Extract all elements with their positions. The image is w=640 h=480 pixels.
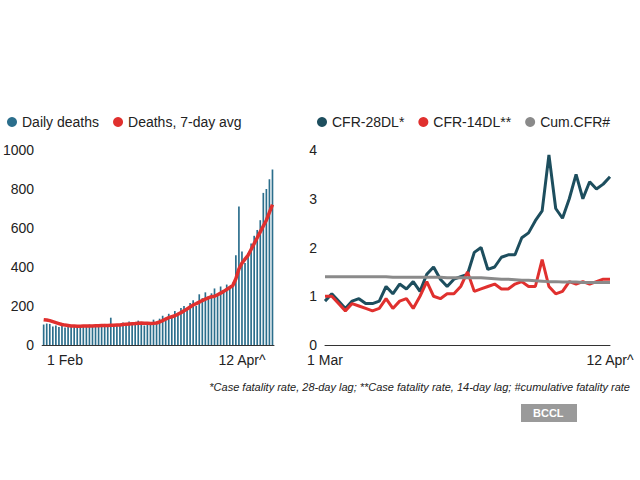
svg-text:Cum.CFR#: Cum.CFR# bbox=[540, 114, 610, 130]
svg-text:400: 400 bbox=[11, 259, 35, 275]
svg-text:CFR-14DL**: CFR-14DL** bbox=[433, 114, 511, 130]
svg-text:200: 200 bbox=[11, 298, 35, 314]
svg-text:0: 0 bbox=[309, 337, 317, 353]
svg-text:CFR-28DL*: CFR-28DL* bbox=[332, 114, 405, 130]
svg-text:4: 4 bbox=[309, 142, 317, 158]
svg-text:*Case fatality rate, 28-day la: *Case fatality rate, 28-day lag; **Case … bbox=[209, 381, 630, 393]
svg-text:12 Apr^: 12 Apr^ bbox=[218, 352, 265, 368]
svg-text:1 Mar: 1 Mar bbox=[307, 352, 343, 368]
svg-text:1000: 1000 bbox=[3, 142, 34, 158]
svg-text:800: 800 bbox=[11, 181, 35, 197]
svg-text:0: 0 bbox=[26, 337, 34, 353]
svg-text:600: 600 bbox=[11, 220, 35, 236]
svg-text:1: 1 bbox=[309, 288, 317, 304]
svg-text:2: 2 bbox=[309, 240, 317, 256]
svg-text:1 Feb: 1 Feb bbox=[47, 352, 83, 368]
svg-text:12 Apr^: 12 Apr^ bbox=[586, 352, 633, 368]
svg-text:Deaths, 7-day avg: Deaths, 7-day avg bbox=[128, 114, 242, 130]
svg-text:Daily deaths: Daily deaths bbox=[22, 114, 99, 130]
svg-text:3: 3 bbox=[309, 191, 317, 207]
svg-text:BCCL: BCCL bbox=[533, 407, 564, 419]
